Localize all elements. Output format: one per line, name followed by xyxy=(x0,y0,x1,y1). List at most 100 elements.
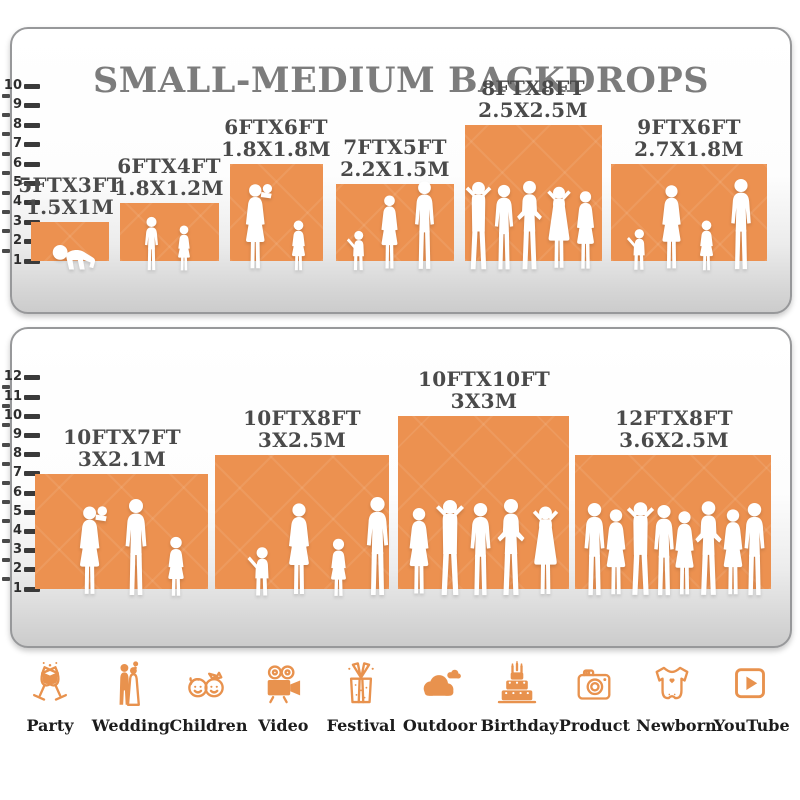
backdrop-size-label: 10FTX10FT 3X3M xyxy=(418,368,550,413)
wedding-icon xyxy=(101,658,155,712)
size-ft-label: 10FTX7FT xyxy=(63,425,181,449)
ruler-half-tick xyxy=(2,577,10,581)
ruler-tick-mark xyxy=(24,102,40,108)
silhouette-group xyxy=(460,180,601,272)
silhouette-group xyxy=(624,178,757,272)
toddler-silhouette-icon xyxy=(624,228,651,272)
ruler-half-tick xyxy=(2,385,10,389)
ruler-tick: 7 xyxy=(0,135,40,153)
boy-silhouette-icon xyxy=(138,216,165,272)
ruler-half-tick xyxy=(2,249,10,253)
ruler-number: 4 xyxy=(12,523,22,538)
ruler-number: 10 xyxy=(3,408,22,423)
ruler-tick-mark xyxy=(24,432,40,438)
man-silhouette-icon xyxy=(119,498,153,598)
ruler-tick: 2 xyxy=(0,560,40,578)
backdrop-size-label: 10FTX8FT 3X2.5M xyxy=(243,407,361,452)
ruler-half-tick xyxy=(2,462,10,466)
woman-silhouette-icon xyxy=(655,184,688,272)
size-ft-label: 10FTX10FT xyxy=(417,367,551,391)
ruler-half-tick xyxy=(2,500,10,504)
video-icon xyxy=(256,658,310,712)
ruler-number: 7 xyxy=(12,136,22,151)
category-party: Party xyxy=(14,658,86,735)
ruler-tick-mark xyxy=(24,451,40,457)
ruler-number: 12 xyxy=(3,369,22,384)
ruler-tick: 10 xyxy=(0,77,40,95)
ruler-tick: 5 xyxy=(0,174,40,192)
category-outdoor: Outdoor xyxy=(402,658,477,735)
category-label: Wedding xyxy=(91,716,170,735)
birthday-icon xyxy=(490,658,544,712)
ruler-tick: 8 xyxy=(0,445,40,463)
size-m-label: 2.7X1.8M xyxy=(634,137,744,162)
ruler-half-tick xyxy=(2,210,10,214)
product-icon xyxy=(567,658,621,712)
ruler-number: 5 xyxy=(12,504,22,519)
ruler-half-tick xyxy=(2,94,10,98)
ruler-number: 8 xyxy=(12,446,22,461)
ruler-tick: 9 xyxy=(0,96,40,114)
category-label: Outdoor xyxy=(402,716,477,735)
size-ft-label: 10FTX8FT xyxy=(243,406,361,430)
ruler-tick-mark xyxy=(24,528,40,534)
ruler-half-tick xyxy=(2,113,10,117)
backdrop-size-label: 10FTX7FT 3X2.1M xyxy=(63,426,181,471)
silhouette-group xyxy=(402,498,566,598)
size-m-label: 3X2.5M xyxy=(257,428,347,453)
category-label: Party xyxy=(26,716,74,735)
ruler-number: 6 xyxy=(12,156,22,171)
size-ft-label: 8FTX8FT xyxy=(481,76,585,100)
outdoor-icon xyxy=(412,658,466,712)
man-silhouette-icon xyxy=(360,496,395,598)
silhouette-group xyxy=(344,180,440,272)
size-ft-label: 6FTX6FT xyxy=(224,115,328,139)
backdrop-size-label: 5FTX3FT 1.5X1M xyxy=(18,174,122,219)
category-row: Party Wedding xyxy=(0,658,800,735)
small-medium-panel: SMALL-MEDIUM BACKDROPS 10 9 8 7 6 5 4 3 … xyxy=(2,27,792,314)
category-label: Product xyxy=(558,716,630,735)
size-m-label: 1.8X1.2M xyxy=(114,176,224,201)
ruler-tick: 8 xyxy=(0,116,40,134)
size-m-label: 2.2X1.5M xyxy=(340,157,450,182)
category-label: Video xyxy=(258,716,309,735)
backdrop-size-label: 12FTX8FT 3.6X2.5M xyxy=(615,407,733,452)
ruler-half-tick xyxy=(2,191,10,195)
ruler-number: 3 xyxy=(12,542,22,557)
size-m-label: 2.5X2.5M xyxy=(478,98,588,123)
ruler-half-tick xyxy=(2,229,10,233)
ruler-number: 9 xyxy=(12,97,22,112)
toddler-silhouette-icon xyxy=(344,230,370,272)
ruler-tick: 1 xyxy=(0,252,40,270)
ruler-number: 9 xyxy=(12,427,22,442)
girl-silhouette-icon xyxy=(284,220,313,272)
silhouette-group xyxy=(578,500,771,598)
ruler-tick: 5 xyxy=(0,503,40,521)
woman-silhouette-icon xyxy=(375,194,404,272)
size-ft-label: 9FTX6FT xyxy=(637,115,741,139)
newborn-icon xyxy=(645,658,699,712)
category-birthday: Birthday xyxy=(481,658,559,735)
ruler-number: 1 xyxy=(12,253,22,268)
children-icon xyxy=(179,658,233,712)
ruler-tick-mark xyxy=(24,470,40,476)
size-ft-label: 5FTX3FT xyxy=(18,173,122,197)
backdrop-rect xyxy=(230,164,323,261)
woman-silhouette-icon xyxy=(570,190,601,272)
girl-silhouette-icon xyxy=(159,536,193,598)
ruler-number: 11 xyxy=(3,389,22,404)
backdrop-size-label: 9FTX6FT 2.7X1.8M xyxy=(634,116,744,161)
ruler-tick-mark xyxy=(24,122,40,128)
size-m-label: 1.5X1M xyxy=(25,195,115,220)
ruler-number: 2 xyxy=(12,561,22,576)
ruler-half-tick xyxy=(2,481,10,485)
girl-silhouette-icon xyxy=(322,538,355,598)
ruler-number: 10 xyxy=(3,78,22,93)
ruler-tick-mark xyxy=(24,374,40,380)
ruler-number: 3 xyxy=(12,214,22,229)
ruler-half-tick xyxy=(2,171,10,175)
ruler-tick-mark xyxy=(24,141,40,147)
category-newborn: Newborn xyxy=(636,658,717,735)
ruler-tick: 4 xyxy=(0,522,40,540)
